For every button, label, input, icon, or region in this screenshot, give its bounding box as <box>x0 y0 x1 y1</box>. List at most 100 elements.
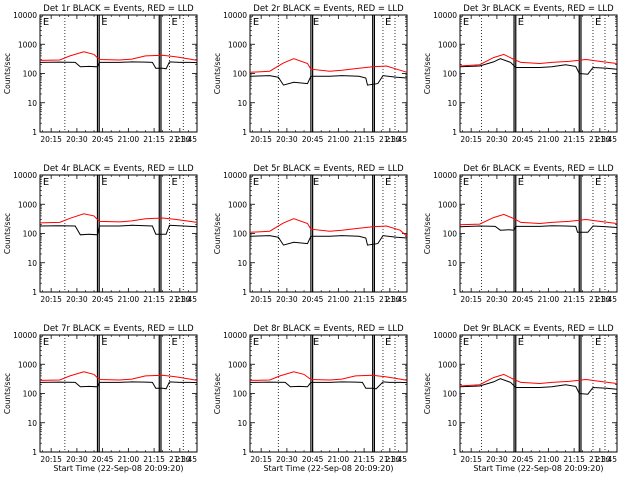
x-tick-label: 20:45 <box>302 295 324 304</box>
y-tick-label: 10 <box>237 99 247 108</box>
y-tick-label: 10 <box>447 419 457 428</box>
event-marker-label: E <box>385 337 391 348</box>
y-tick-label: 100 <box>233 70 248 79</box>
events-series-line <box>459 225 618 233</box>
x-tick-label: 21:45 <box>175 455 197 464</box>
events-series-line <box>39 61 198 70</box>
y-tick-label: 10 <box>447 99 457 108</box>
y-tick-label: 100 <box>233 390 248 399</box>
plot-frame <box>459 14 618 133</box>
events-series-line <box>459 58 618 75</box>
panel-title: Det 5r BLACK = Events, RED = LLD <box>253 164 404 174</box>
event-marker-label: E <box>385 17 391 28</box>
y-tick-label: 1000 <box>18 40 37 49</box>
panel-det-7: Det 7r BLACK = Events, RED = LLD 1 10 100 10… <box>3 324 198 473</box>
x-tick-label: 21:30 <box>169 455 191 464</box>
x-tick-label: 20:15 <box>40 135 62 144</box>
y-axis-label: Counts/sec <box>423 53 432 94</box>
lld-series-line <box>249 371 408 381</box>
x-axis-label: Start Time (22-Sep-08 20:09:20) <box>53 464 183 473</box>
y-axis-label: Counts/sec <box>3 213 12 254</box>
plot-frame <box>249 14 408 133</box>
y-tick-label: 1000 <box>228 200 247 209</box>
y-tick-label: 1 <box>242 448 247 457</box>
x-axis-label: Start Time (22-Sep-08 20:09:20) <box>263 464 393 473</box>
x-tick-label: 21:45 <box>385 295 407 304</box>
panel-title: Det 3r BLACK = Events, RED = LLD <box>463 4 614 14</box>
y-tick-label: 1000 <box>438 40 457 49</box>
x-tick-label: 21:15 <box>563 135 585 144</box>
x-tick-label: 21:45 <box>385 135 407 144</box>
x-tick-label: 21:45 <box>385 455 407 464</box>
x-tick-label: 20:15 <box>40 295 62 304</box>
x-tick-label: 21:15 <box>353 455 375 464</box>
event-marker-label: E <box>172 17 178 28</box>
event-marker-label: E <box>253 17 259 28</box>
plot-frame <box>39 174 198 293</box>
x-tick-label: 20:15 <box>460 295 482 304</box>
lld-series-line <box>39 213 198 224</box>
x-axis-label: Start Time (22-Sep-08 20:09:20) <box>473 464 603 473</box>
x-tick-label: 20:30 <box>276 135 298 144</box>
x-tick-label: 20:30 <box>486 295 508 304</box>
panel-title: Det 8r BLACK = Events, RED = LLD <box>253 324 404 334</box>
x-tick-label: 21:00 <box>538 135 560 144</box>
x-tick-label: 20:45 <box>512 295 534 304</box>
event-marker-label: E <box>43 177 49 188</box>
y-tick-label: 10000 <box>223 11 247 20</box>
y-tick-label: 1 <box>452 128 457 137</box>
x-tick-label: 20:15 <box>250 455 272 464</box>
panel-title: Det 4r BLACK = Events, RED = LLD <box>43 164 194 174</box>
event-marker-label: E <box>463 177 469 188</box>
lld-series-line <box>39 51 198 61</box>
events-series-line <box>249 381 408 390</box>
event-marker-label: E <box>385 177 391 188</box>
panel-det-6: Det 6r BLACK = Events, RED = LLD 1 10 100 10… <box>423 164 618 304</box>
x-tick-label: 20:30 <box>486 135 508 144</box>
y-tick-label: 1000 <box>228 360 247 369</box>
y-tick-label: 10000 <box>223 331 247 340</box>
x-tick-label: 20:45 <box>512 455 534 464</box>
y-tick-label: 100 <box>443 70 458 79</box>
y-tick-label: 10 <box>237 259 247 268</box>
event-marker-label: E <box>518 177 524 188</box>
y-tick-label: 10 <box>27 419 37 428</box>
y-tick-label: 1 <box>452 448 457 457</box>
event-marker-label: E <box>253 177 259 188</box>
event-marker-label: E <box>463 337 469 348</box>
x-tick-label: 21:45 <box>175 135 197 144</box>
y-tick-label: 10000 <box>433 171 457 180</box>
y-tick-label: 10000 <box>13 171 37 180</box>
lld-series-line <box>249 218 408 237</box>
plot-frame <box>249 334 408 453</box>
panel-title: Det 9r BLACK = Events, RED = LLD <box>463 324 614 334</box>
y-tick-label: 10000 <box>13 331 37 340</box>
x-tick-label: 21:45 <box>175 295 197 304</box>
x-tick-label: 21:30 <box>169 295 191 304</box>
y-tick-label: 1 <box>242 288 247 297</box>
y-tick-label: 10000 <box>223 171 247 180</box>
x-tick-label: 20:15 <box>460 455 482 464</box>
x-tick-label: 20:45 <box>92 295 114 304</box>
x-tick-label: 21:30 <box>589 455 611 464</box>
plot-frame <box>459 174 618 293</box>
y-tick-label: 10000 <box>433 331 457 340</box>
x-tick-label: 20:30 <box>276 295 298 304</box>
y-tick-label: 10000 <box>433 11 457 20</box>
x-tick-label: 21:45 <box>595 135 617 144</box>
event-marker-label: E <box>595 17 601 28</box>
events-series-line <box>39 224 198 236</box>
plot-frame <box>39 334 198 453</box>
y-tick-label: 1000 <box>438 200 457 209</box>
y-tick-label: 100 <box>23 230 38 239</box>
y-axis-label: Counts/sec <box>3 373 12 414</box>
plot-frame <box>459 334 618 453</box>
y-axis-label: Counts/sec <box>423 213 432 254</box>
y-tick-label: 100 <box>233 230 248 239</box>
x-tick-label: 21:30 <box>379 455 401 464</box>
x-tick-label: 20:30 <box>66 295 88 304</box>
panel-det-5: Det 5r BLACK = Events, RED = LLD 1 10 100 10… <box>213 164 408 304</box>
x-tick-label: 20:30 <box>66 455 88 464</box>
lld-series-line <box>39 371 198 381</box>
